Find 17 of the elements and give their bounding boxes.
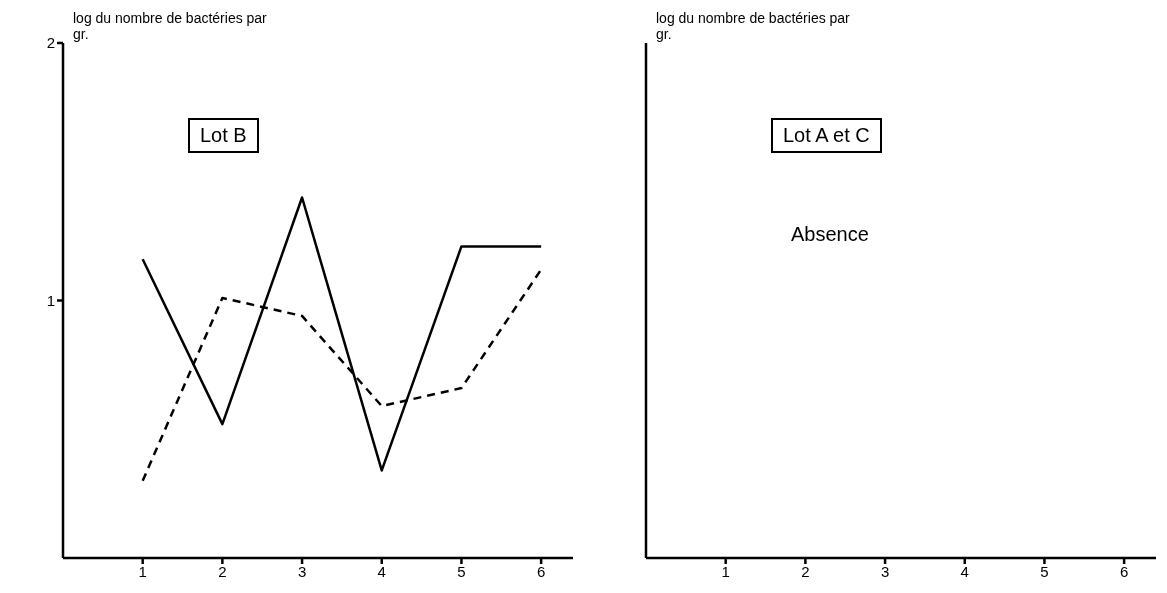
x-tick-label: 3 bbox=[297, 562, 307, 580]
x-tick-label: 5 bbox=[457, 562, 466, 580]
y-axis-title: log du nombre de bactéries par gr. bbox=[656, 10, 851, 42]
x-tick-label: 4 bbox=[960, 562, 969, 580]
text: Lot A et C bbox=[771, 118, 882, 153]
x-tick-label: 6 bbox=[536, 562, 546, 580]
x-tick-label: 3 bbox=[880, 562, 890, 580]
x-tick-label: 6 bbox=[1119, 562, 1129, 580]
y-axis-title: log du nombre de bactéries par gr. bbox=[73, 10, 268, 42]
x-tick-label: 2 bbox=[801, 562, 810, 580]
x-tick-label: 4 bbox=[377, 562, 386, 580]
annotation: Absence bbox=[791, 223, 869, 246]
x-tick-label: 2 bbox=[218, 562, 227, 580]
x-tick-label: 1 bbox=[138, 562, 147, 580]
x-tick-label: 5 bbox=[1040, 562, 1049, 580]
x-tick-label: 1 bbox=[721, 562, 730, 580]
text: Lot B bbox=[188, 118, 259, 153]
